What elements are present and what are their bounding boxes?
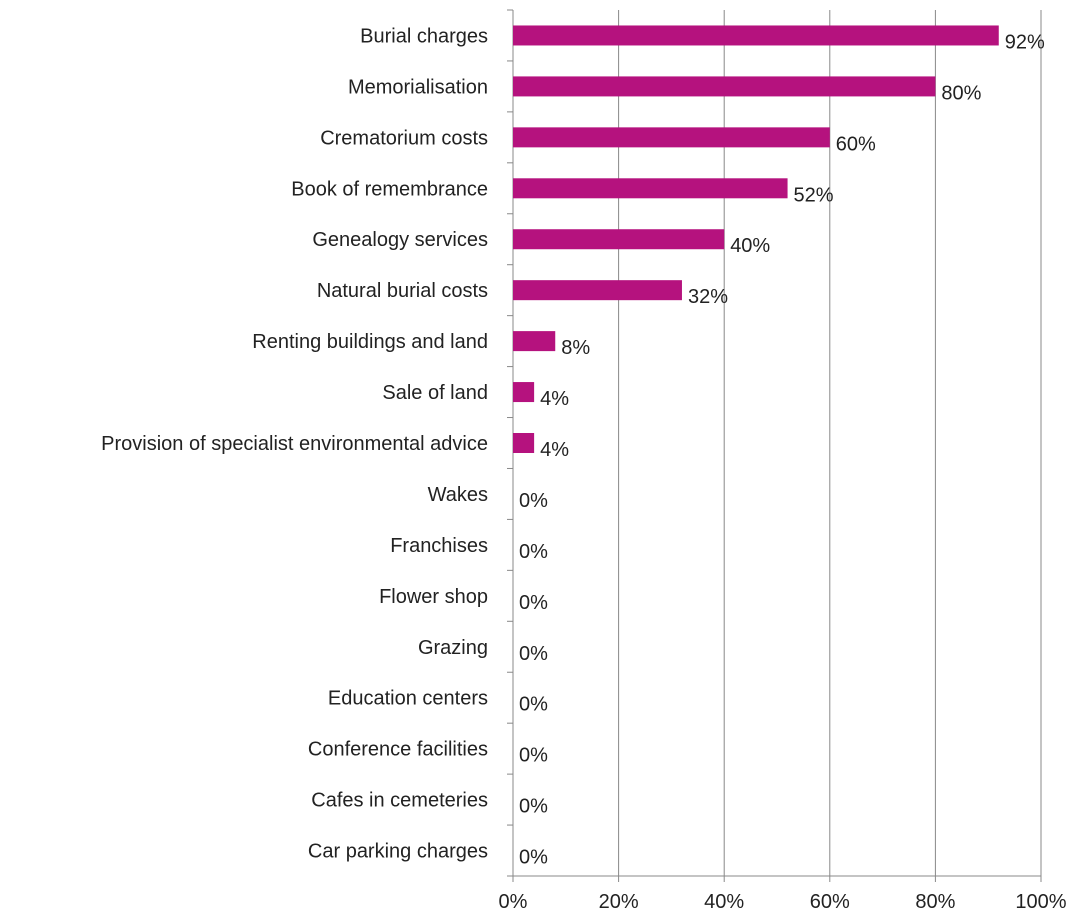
value-label: 4% [540,388,569,410]
bar [513,178,788,199]
value-label: 60% [836,133,876,155]
value-label: 8% [561,337,590,359]
category-label: Memorialisation [348,76,488,98]
value-label: 80% [941,82,981,104]
category-label: Wakes [428,484,488,506]
value-label: 0% [519,592,548,614]
x-tick-label: 80% [915,891,955,913]
bar [513,127,830,148]
x-tick-label: 20% [599,891,639,913]
category-label: Renting buildings and land [252,331,488,353]
value-label: 0% [519,847,548,869]
x-tick-label: 0% [499,891,528,913]
value-label: 0% [519,796,548,818]
category-label: Provision of specialist environmental ad… [101,433,488,455]
bars [513,25,999,453]
value-label: 52% [794,184,834,206]
category-label: Natural burial costs [317,280,488,302]
category-label: Cafes in cemeteries [311,790,488,812]
category-label: Flower shop [379,586,488,608]
category-label: Crematorium costs [320,127,488,149]
value-label: 92% [1005,31,1045,53]
bar [513,25,999,46]
category-label: Car parking charges [308,841,488,863]
bar [513,433,535,453]
value-label: 32% [688,286,728,308]
category-label: Sale of land [382,382,488,404]
category-label: Education centers [328,688,488,710]
gridlines [618,10,1042,876]
bar [513,229,725,250]
x-tick-label: 60% [810,891,850,913]
value-label: 0% [519,490,548,512]
bar [513,76,936,97]
bar [513,280,682,301]
value-label: 4% [540,439,569,461]
value-label: 0% [519,541,548,563]
x-tick-label: 100% [1015,891,1066,913]
labels: 0% 20% 40% 60% 80% 100% Burial charges 92% Memor… [101,25,1067,913]
value-label: 0% [519,745,548,767]
category-label: Book of remembrance [291,178,488,200]
category-label: Conference facilities [308,739,488,761]
bar [513,382,535,403]
value-label: 0% [519,694,548,716]
value-label: 0% [519,643,548,665]
bar [513,331,556,352]
category-label: Genealogy services [312,229,488,251]
category-label: Franchises [390,535,488,557]
category-label: Grazing [418,637,488,659]
category-label: Burial charges [360,25,488,47]
value-label: 40% [730,235,770,257]
x-tick-label: 40% [704,891,744,913]
